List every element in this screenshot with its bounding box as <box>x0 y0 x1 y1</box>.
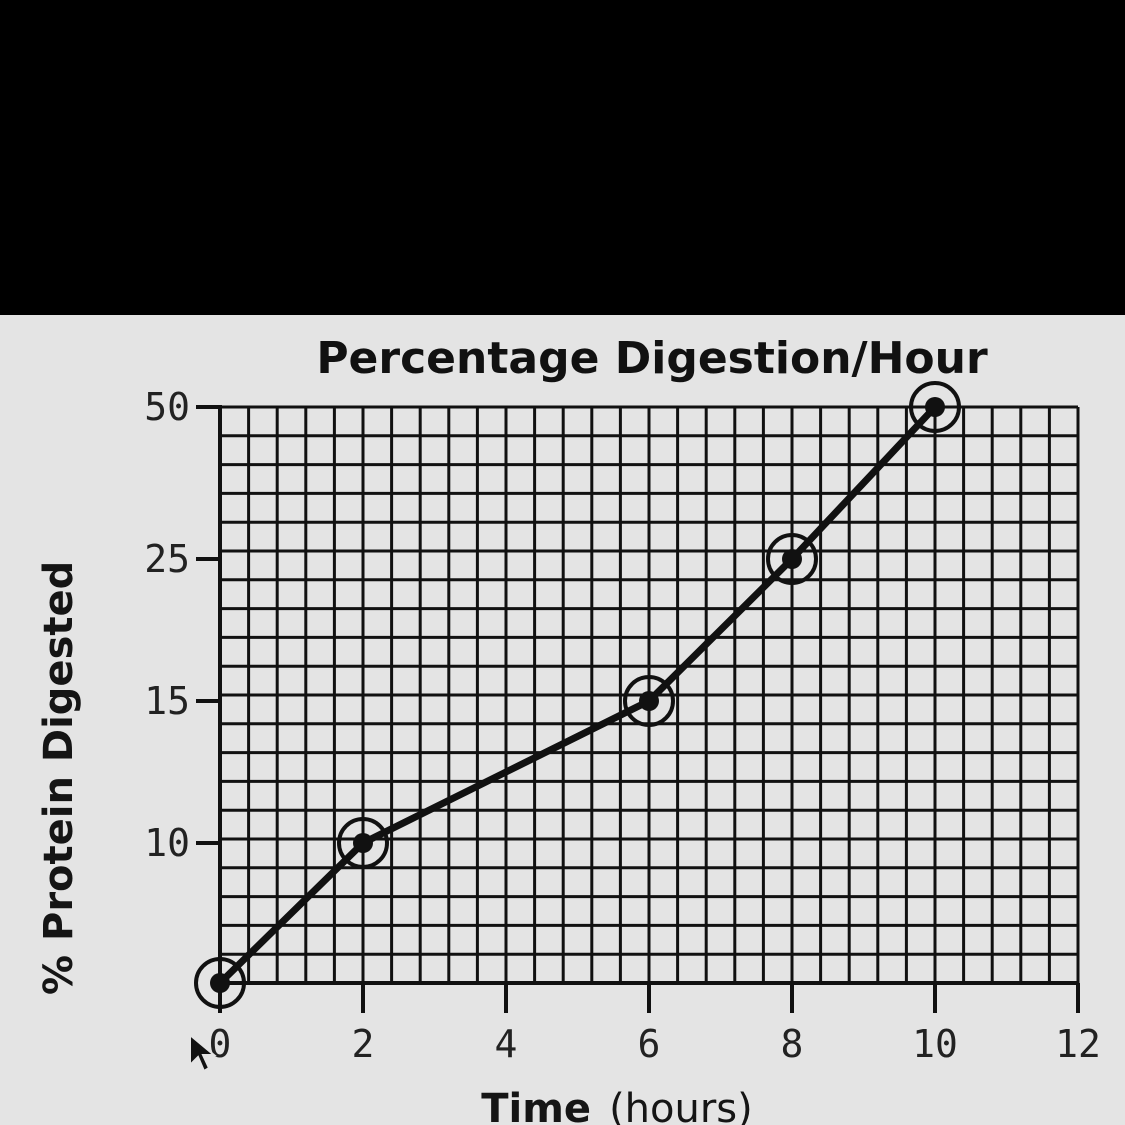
chart-axes <box>196 405 1080 1013</box>
data-point-dot <box>639 691 659 711</box>
x-tick-label: 4 <box>495 1022 518 1066</box>
chart-panel: Percentage Digestion/Hour 0 2 4 6 8 10 12 10 15 2… <box>0 315 1125 1125</box>
y-tick-label: 25 <box>144 537 190 581</box>
line-chart: Percentage Digestion/Hour 0 2 4 6 8 10 12 10 15 2… <box>36 333 1101 1125</box>
data-point-ring <box>337 817 389 869</box>
x-axis-label-main: Time <box>481 1086 591 1125</box>
tick-labels: 0 2 4 6 8 10 12 10 15 25 50 <box>144 385 1101 1066</box>
x-tick-label: 0 <box>209 1022 232 1066</box>
x-tick-label: 2 <box>352 1022 375 1066</box>
x-axis-label-unit: (hours) <box>609 1086 753 1125</box>
data-point-dot <box>353 833 373 853</box>
data-series <box>194 381 961 1009</box>
x-tick-label: 8 <box>781 1022 804 1066</box>
y-tick-label: 50 <box>144 385 190 429</box>
data-point-dot <box>210 973 230 993</box>
data-point <box>766 533 818 585</box>
y-tick-label: 10 <box>144 821 190 865</box>
data-point-ring <box>909 381 961 433</box>
chart-grid <box>218 405 1080 985</box>
data-point-ring <box>766 533 818 585</box>
x-tick-label: 12 <box>1055 1022 1101 1066</box>
data-point-ring <box>623 675 675 727</box>
data-point <box>909 381 961 433</box>
data-point <box>337 817 389 869</box>
x-tick-label: 6 <box>638 1022 661 1066</box>
data-point-ring <box>194 957 246 1009</box>
y-axis-label: % Protein Digested <box>36 561 82 995</box>
y-tick-label: 15 <box>144 679 190 723</box>
data-point-dot <box>782 549 802 569</box>
data-point <box>194 957 246 1009</box>
data-point-dot <box>925 397 945 417</box>
chart-title: Percentage Digestion/Hour <box>316 333 988 384</box>
x-tick-label: 10 <box>912 1022 958 1066</box>
mouse-cursor-icon <box>189 1032 217 1073</box>
data-point <box>623 675 675 727</box>
x-axis-label: Time (hours) <box>481 1086 752 1125</box>
